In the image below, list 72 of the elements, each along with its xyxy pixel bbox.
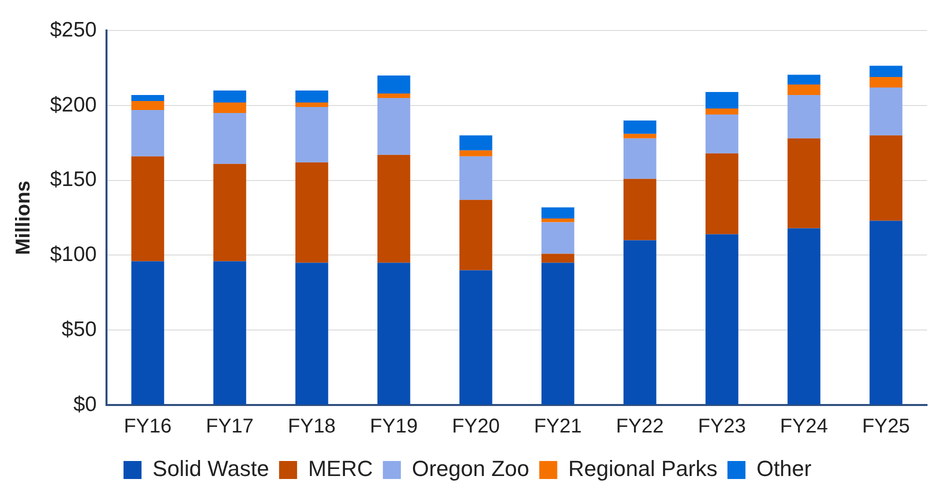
legend-label: Regional Parks [568, 456, 718, 482]
y-tick-label: $150 [50, 168, 97, 192]
bar [788, 84, 820, 95]
y-axis-title: Millions [12, 180, 35, 256]
legend-label: Solid Waste [152, 456, 270, 482]
bar [377, 154, 410, 263]
x-tick-label: FY23 [698, 416, 746, 438]
bar [623, 240, 656, 404]
bar [295, 106, 328, 162]
bar [213, 90, 246, 102]
bar [295, 262, 328, 404]
bar [623, 120, 656, 134]
bar [131, 100, 164, 110]
bar [213, 102, 246, 113]
bar [541, 222, 574, 254]
x-tick-label: FY25 [862, 416, 910, 438]
bar [706, 234, 738, 404]
bar [788, 228, 820, 404]
y-tick-label: $250 [50, 18, 97, 42]
bar [131, 110, 164, 156]
bar [870, 220, 902, 404]
bar [459, 150, 492, 156]
bar [377, 76, 410, 94]
bar [870, 66, 902, 78]
bar [213, 261, 246, 404]
bar [870, 77, 902, 88]
bar [131, 94, 164, 101]
bar [870, 135, 902, 221]
bar [213, 164, 246, 262]
bar [131, 261, 164, 404]
bar [706, 114, 738, 154]
x-tick-label: FY24 [780, 416, 828, 438]
y-tick-label: $200 [50, 93, 97, 116]
x-tick-label: FY21 [534, 416, 582, 438]
x-tick-label: FY19 [370, 416, 418, 438]
bar [377, 262, 410, 404]
bar [377, 98, 410, 155]
x-tick-label: FY17 [206, 416, 254, 438]
legend-label: Other [756, 456, 812, 482]
bar [706, 153, 738, 234]
y-tick-label: $0 [73, 392, 97, 416]
bar [788, 94, 820, 138]
bar [459, 156, 492, 200]
bar [295, 162, 328, 263]
bar [541, 218, 574, 222]
bar [459, 135, 492, 150]
bar [623, 178, 656, 240]
bar [213, 112, 246, 164]
x-tick-label: FY18 [288, 416, 336, 438]
bar [377, 94, 410, 98]
y-tick-label: $100 [50, 243, 97, 266]
legend-label: MERC [308, 456, 373, 482]
bar [459, 200, 492, 270]
bar [541, 262, 574, 404]
bar [788, 74, 820, 85]
bar [870, 88, 902, 136]
bar [541, 254, 574, 263]
bar [459, 270, 492, 404]
bar [788, 138, 820, 228]
bar [295, 102, 328, 107]
bar [706, 108, 738, 114]
bar [623, 134, 656, 138]
x-tick-label: FY22 [616, 416, 664, 438]
x-tick-label: FY16 [124, 416, 172, 438]
bar [131, 156, 164, 262]
legend-label: Oregon Zoo [412, 456, 530, 482]
bar [706, 92, 738, 108]
x-tick-label: FY20 [452, 416, 500, 438]
bar [295, 90, 328, 102]
y-tick-label: $50 [62, 318, 97, 341]
bar [623, 138, 656, 179]
bar [541, 207, 574, 219]
